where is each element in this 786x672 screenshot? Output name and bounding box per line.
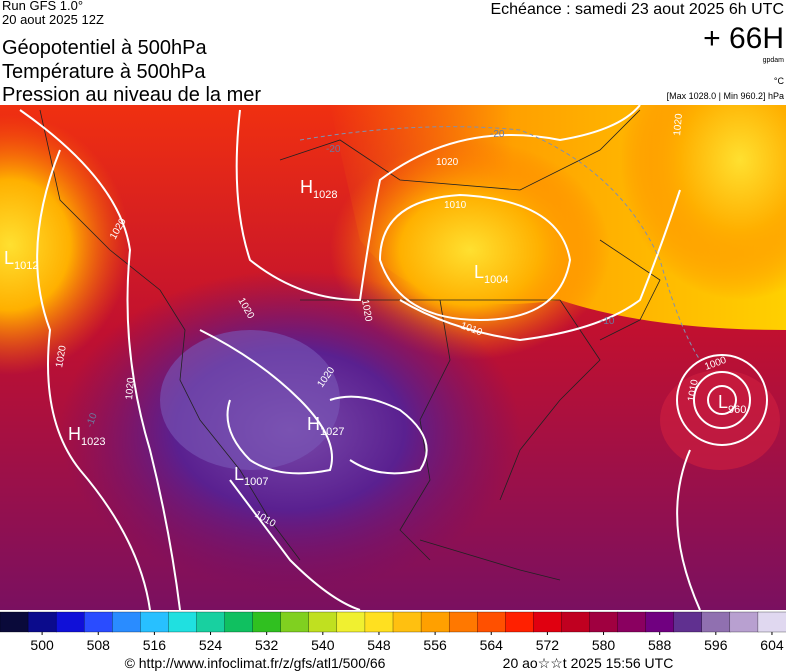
unit-temp: °C [774, 76, 785, 86]
map-area: H1028 L1012 L1004 H1023 H1027 L1007 L960… [0, 105, 786, 610]
isobar [378, 193, 572, 322]
pressure-center: H1027 [307, 414, 344, 438]
pressure-center: L960 [718, 392, 746, 416]
colorbar-cell [645, 611, 675, 633]
isobar [329, 395, 428, 475]
colorbar-cell [252, 611, 282, 633]
colorbar-cell [196, 611, 226, 633]
isobar [235, 105, 641, 302]
colorbar-cell [617, 611, 647, 633]
isobar [399, 189, 681, 342]
colorbar-tick-label: 540 [311, 637, 335, 653]
colorbar-tick-label: 588 [648, 637, 672, 653]
colorbar-cell [280, 611, 310, 633]
pressure-center: H1028 [300, 177, 337, 201]
isobar [229, 479, 361, 610]
colorbar-cell [561, 611, 591, 633]
title-line: Pression au niveau de la mer [2, 84, 261, 106]
run-date: 20 aout 2025 12Z [2, 12, 104, 27]
isotherm-label: -10 [600, 316, 615, 327]
isobar-label: 1020 [124, 377, 137, 401]
colorbar-cell [0, 611, 29, 633]
isobar-label: 1010 [444, 200, 467, 211]
lead-time: + 66H [703, 22, 784, 55]
colorbar-tick-label: 572 [536, 637, 560, 653]
colorbar-cell [336, 611, 366, 633]
isotherm-label: -20 [490, 129, 505, 140]
colorbar-cell [112, 611, 142, 633]
coastline [39, 109, 661, 581]
colorbar-cell [589, 611, 619, 633]
isobar [693, 371, 751, 429]
isobar-label: 1020 [359, 299, 374, 323]
colorbar-cell [364, 611, 394, 633]
colorbar-cell [477, 611, 506, 633]
colorbar-cell [27, 611, 57, 633]
isobar-label: 1010 [686, 378, 701, 402]
isotherm-label: -20 [326, 144, 341, 155]
isobar-label: 1020 [672, 113, 685, 137]
isobar-label: 1020 [436, 157, 459, 168]
colorbar-cell [505, 611, 535, 633]
isobar [199, 329, 333, 475]
timestamp: 20 ao☆☆t 2025 15:56 UTC [503, 655, 674, 671]
isobar [19, 109, 181, 610]
colorbar-tick-label: 604 [760, 637, 784, 653]
colorbar-cell [55, 611, 85, 633]
colorbar-cell [420, 611, 450, 633]
colorbar-tick-label: 596 [704, 637, 728, 653]
colorbar-tick-label: 556 [423, 637, 447, 653]
colorbar-tick-label: 508 [87, 637, 111, 653]
colorbar-tick-label: 500 [30, 637, 54, 653]
colorbar-cell [140, 611, 170, 633]
pressure-center: L1012 [4, 248, 39, 272]
isobar-label: 1020 [54, 344, 69, 368]
colorbar-tick-label: 532 [255, 637, 279, 653]
title-line: Température à 500hPa [2, 61, 206, 83]
isotherm-label: -10 [84, 411, 99, 429]
isobar [676, 449, 701, 610]
isobar [36, 149, 151, 610]
colorbar-tick-label: 580 [592, 637, 616, 653]
colorbar-tick-label: 516 [143, 637, 167, 653]
colorbar-cell [673, 611, 703, 633]
colorbar-cell [701, 611, 731, 633]
colorbar-tick-label: 548 [367, 637, 391, 653]
pressure-center: L1007 [234, 464, 269, 488]
colorbar: 500 508 516 524 532 540 548 556 564 572 580 588 596 6… [0, 611, 786, 653]
title-line: Géopotentiel à 500hPa [2, 37, 207, 59]
pressure-range: [Max 1028.0 | Min 960.2] hPa [667, 91, 784, 101]
run-label: Run GFS 1.0° [2, 0, 83, 13]
isobar [707, 385, 737, 415]
pressure-center: L1004 [474, 262, 509, 286]
colorbar-cell [392, 611, 422, 633]
colorbar-cell [448, 611, 478, 633]
pressure-center: H1023 [68, 424, 105, 448]
forecast-time: Echéance : samedi 23 aout 2025 6h UTC [490, 1, 784, 18]
colorbar-cell [308, 611, 338, 633]
colorbar-tick-label: 524 [199, 637, 223, 653]
colorbar-cell [168, 611, 198, 633]
isobar [676, 354, 768, 446]
unit-height: gpdam [763, 57, 785, 64]
source-url: © http://www.infoclimat.fr/z/gfs/atl1/50… [125, 655, 386, 671]
colorbar-tick-label: 564 [480, 637, 504, 653]
isotherm [299, 126, 701, 361]
colorbar-cell [224, 611, 254, 633]
colorbar-cell [757, 611, 786, 633]
colorbar-cell [533, 611, 563, 633]
colorbar-cell [84, 611, 113, 633]
colorbar-cell [729, 611, 759, 633]
